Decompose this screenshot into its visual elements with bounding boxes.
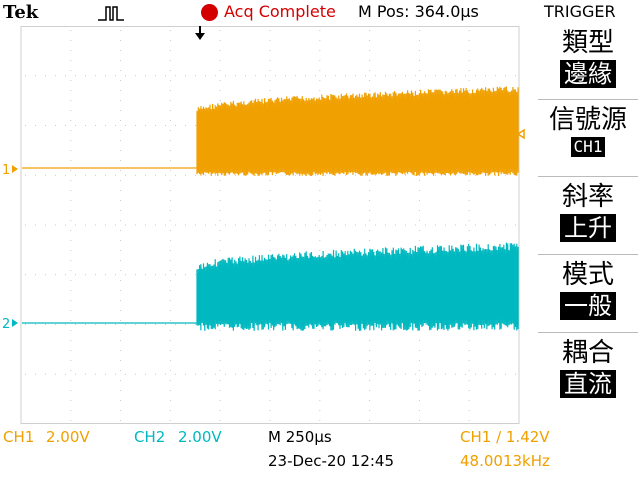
trigger-menu-item-2[interactable]: 斜率 上升 bbox=[536, 182, 640, 242]
menu-divider bbox=[538, 99, 638, 100]
trigger-readout: CH1 ∕ 1.42V bbox=[460, 428, 550, 446]
trigger-menu-item-0[interactable]: 類型 邊緣 bbox=[536, 28, 640, 88]
date-time: 23-Dec-20 12:45 bbox=[268, 452, 395, 470]
ch1-scale-label: CH1 bbox=[3, 428, 35, 446]
menu-divider bbox=[538, 254, 638, 255]
ch2-scale-value: 2.00V bbox=[178, 428, 222, 446]
timebase-readout: M 250µs bbox=[268, 428, 332, 446]
menu-item-caption: 類型 bbox=[561, 28, 614, 58]
trigger-menu-item-1[interactable]: 信號源 CH1 bbox=[536, 105, 640, 157]
brand-logo: Tek bbox=[3, 2, 39, 23]
ch1-ground-marker: 1 bbox=[2, 163, 18, 178]
menu-title: TRIGGER bbox=[544, 2, 616, 21]
trigger-position-arrow-icon bbox=[195, 26, 205, 40]
ch1-waveform bbox=[22, 86, 519, 177]
top-status-bar: Tek Acq Complete M Pos: 364.0µs TRIGGER bbox=[0, 0, 640, 26]
trigger-menu-item-3[interactable]: 模式 一般 bbox=[536, 260, 640, 320]
menu-item-value: 直流 bbox=[560, 370, 616, 398]
main-position-readout: M Pos: 364.0µs bbox=[358, 2, 479, 21]
ch2-waveform bbox=[22, 242, 519, 331]
trigger-menu-item-4[interactable]: 耦合 直流 bbox=[536, 338, 640, 398]
menu-item-value: 上升 bbox=[560, 214, 616, 242]
menu-item-value: 一般 bbox=[560, 292, 616, 320]
menu-item-caption: 模式 bbox=[561, 260, 614, 290]
menu-item-caption: 斜率 bbox=[561, 182, 614, 212]
trigger-level-arrow-icon bbox=[516, 128, 525, 140]
waveform-display: 1 2 bbox=[0, 26, 536, 424]
ch1-marker-label: 1 bbox=[2, 163, 10, 178]
menu-item-caption: 耦合 bbox=[561, 338, 614, 368]
menu-divider bbox=[538, 332, 638, 333]
menu-item-value: CH1 bbox=[570, 137, 606, 157]
ch2-scale-label: CH2 bbox=[134, 428, 166, 446]
ch1-scale-value: 2.00V bbox=[46, 428, 90, 446]
acquisition-status: Acq Complete bbox=[224, 2, 336, 21]
ch2-marker-label: 2 bbox=[2, 317, 10, 332]
menu-divider bbox=[538, 176, 638, 177]
menu-item-caption: 信號源 bbox=[548, 105, 627, 135]
acq-status-dot-icon bbox=[201, 4, 218, 21]
ch2-ground-marker: 2 bbox=[2, 317, 18, 332]
menu-item-value: 邊緣 bbox=[560, 60, 616, 88]
frequency-readout: 48.0013kHz bbox=[460, 452, 550, 470]
pulse-icon bbox=[98, 6, 124, 21]
